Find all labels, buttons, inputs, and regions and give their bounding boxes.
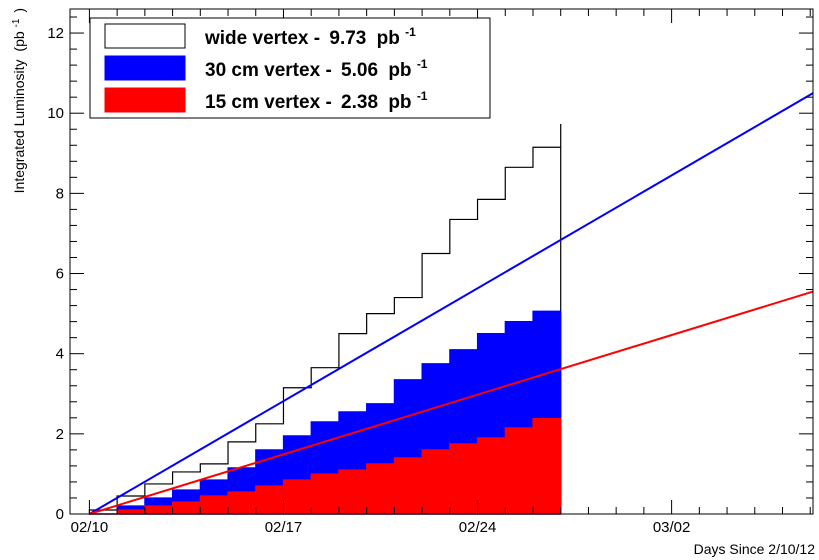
histogram-layer [88, 124, 562, 515]
y-axis-title-unit: (pb [11, 31, 27, 51]
legend-unit: pb [377, 28, 400, 49]
legend-total: 9.73 [329, 28, 366, 49]
legend-entry-wide-vertex: wide vertex - 9.73 pb -1 [204, 25, 416, 49]
legend-name: 30 cm vertex [205, 60, 321, 81]
legend: wide vertex - 9.73 pb -1 30 cm vertex - … [89, 17, 491, 119]
y-axis-title-unit-close: ) [11, 8, 27, 13]
plot-frame [69, 8, 814, 515]
trend-line-0 [88, 92, 814, 515]
legend-name: 15 cm vertex [205, 92, 321, 113]
x-tick-label: 02/24 [459, 519, 497, 536]
y-tick-label: 0 [56, 506, 64, 523]
y-axis-title: Integrated Luminosity (pb -1 ) [6, 8, 27, 193]
trend-line-layer [88, 92, 814, 515]
x-tick-label: 03/02 [653, 519, 691, 536]
histogram-15-cm-vertex [89, 418, 562, 515]
legend-total: 5.06 [341, 60, 378, 81]
legend-swatch-15cm-vertex [104, 87, 186, 113]
legend-unit: pb [388, 60, 411, 81]
legend-unit-sup: -1 [417, 89, 428, 103]
tick-layer: 0 2 4 6 8 10 12 02/10 02/17 02/24 03/02 [47, 9, 813, 536]
y-tick-label: 10 [47, 105, 64, 122]
legend-total: 2.38 [341, 92, 378, 113]
legend-separator: - [325, 60, 337, 81]
legend-entry-15cm-vertex: 15 cm vertex - 2.38 pb -1 [205, 89, 428, 113]
y-tick-label: 4 [56, 346, 64, 363]
x-tick-label: 02/17 [265, 519, 303, 536]
legend-swatch-wide-vertex [104, 23, 186, 49]
x-axis-title: Days Since 2/10/12 [694, 541, 816, 557]
x-tick-label: 02/10 [71, 519, 109, 536]
legend-name: wide vertex [204, 28, 309, 49]
y-tick-label: 12 [47, 25, 64, 42]
trend-line-1 [89, 290, 814, 515]
y-tick-label: 2 [56, 426, 64, 443]
legend-swatch-30cm-vertex [104, 55, 186, 81]
y-tick-label: 6 [56, 266, 64, 283]
legend-entry-30cm-vertex: 30 cm vertex - 5.06 pb -1 [205, 57, 428, 81]
y-tick-label: 8 [56, 185, 64, 202]
legend-unit: pb [388, 92, 411, 113]
legend-separator: - [325, 92, 337, 113]
legend-unit-sup: -1 [405, 25, 416, 39]
legend-separator: - [314, 28, 326, 49]
y-axis-title-unit-sup: -1 [11, 18, 22, 27]
y-axis-title-text: Integrated Luminosity [11, 59, 27, 193]
legend-unit-sup: -1 [417, 57, 428, 71]
